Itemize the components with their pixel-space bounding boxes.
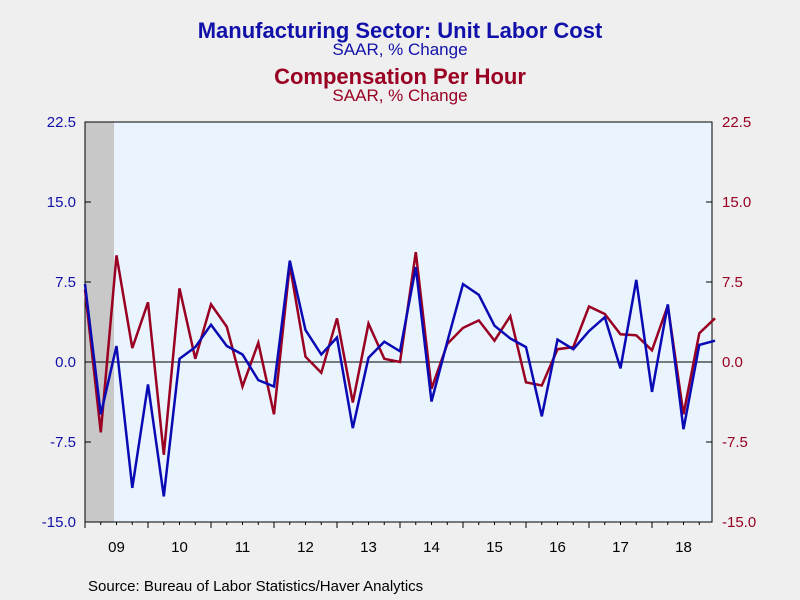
y-tick-label-right: -7.5 [722, 434, 748, 451]
plot-area [85, 122, 712, 522]
chart-title-1: Manufacturing Sector: Unit Labor Cost [197, 18, 603, 43]
y-tick-label-right: 7.5 [722, 274, 743, 291]
x-tick-label: 14 [423, 539, 440, 556]
chart-subtitle-1: SAAR, % Change [332, 40, 468, 59]
chart-title-2: Compensation Per Hour [274, 64, 526, 89]
y-tick-label-right: 0.0 [722, 354, 743, 371]
y-tick-label-left: -7.5 [50, 434, 76, 451]
x-tick-label: 11 [235, 539, 251, 556]
y-tick-label-right: -15.0 [722, 514, 756, 531]
y-tick-label-left: 15.0 [47, 194, 76, 211]
y-tick-label-right: 22.5 [722, 114, 751, 131]
y-tick-label-left: -15.0 [42, 514, 76, 531]
x-tick-label: 16 [549, 539, 566, 556]
chart-subtitle-2: SAAR, % Change [332, 86, 468, 105]
series-line-compensation-per-hour [83, 251, 716, 455]
x-tick-label: 09 [108, 539, 125, 556]
y-tick-label-left: 22.5 [47, 114, 76, 131]
x-tick-label: 13 [360, 539, 377, 556]
x-tick-label: 17 [612, 539, 629, 556]
x-tick-label: 12 [297, 539, 314, 556]
series-line-unit-labor-cost [83, 260, 716, 497]
y-tick-label-left: 7.5 [55, 274, 76, 291]
source-note: Source: Bureau of Labor Statistics/Haver… [88, 578, 424, 595]
y-tick-label-right: 15.0 [722, 194, 751, 211]
x-tick-label: 10 [171, 539, 188, 556]
y-tick-label-left: 0.0 [55, 354, 76, 371]
x-tick-label: 18 [675, 539, 692, 556]
x-tick-label: 15 [486, 539, 503, 556]
